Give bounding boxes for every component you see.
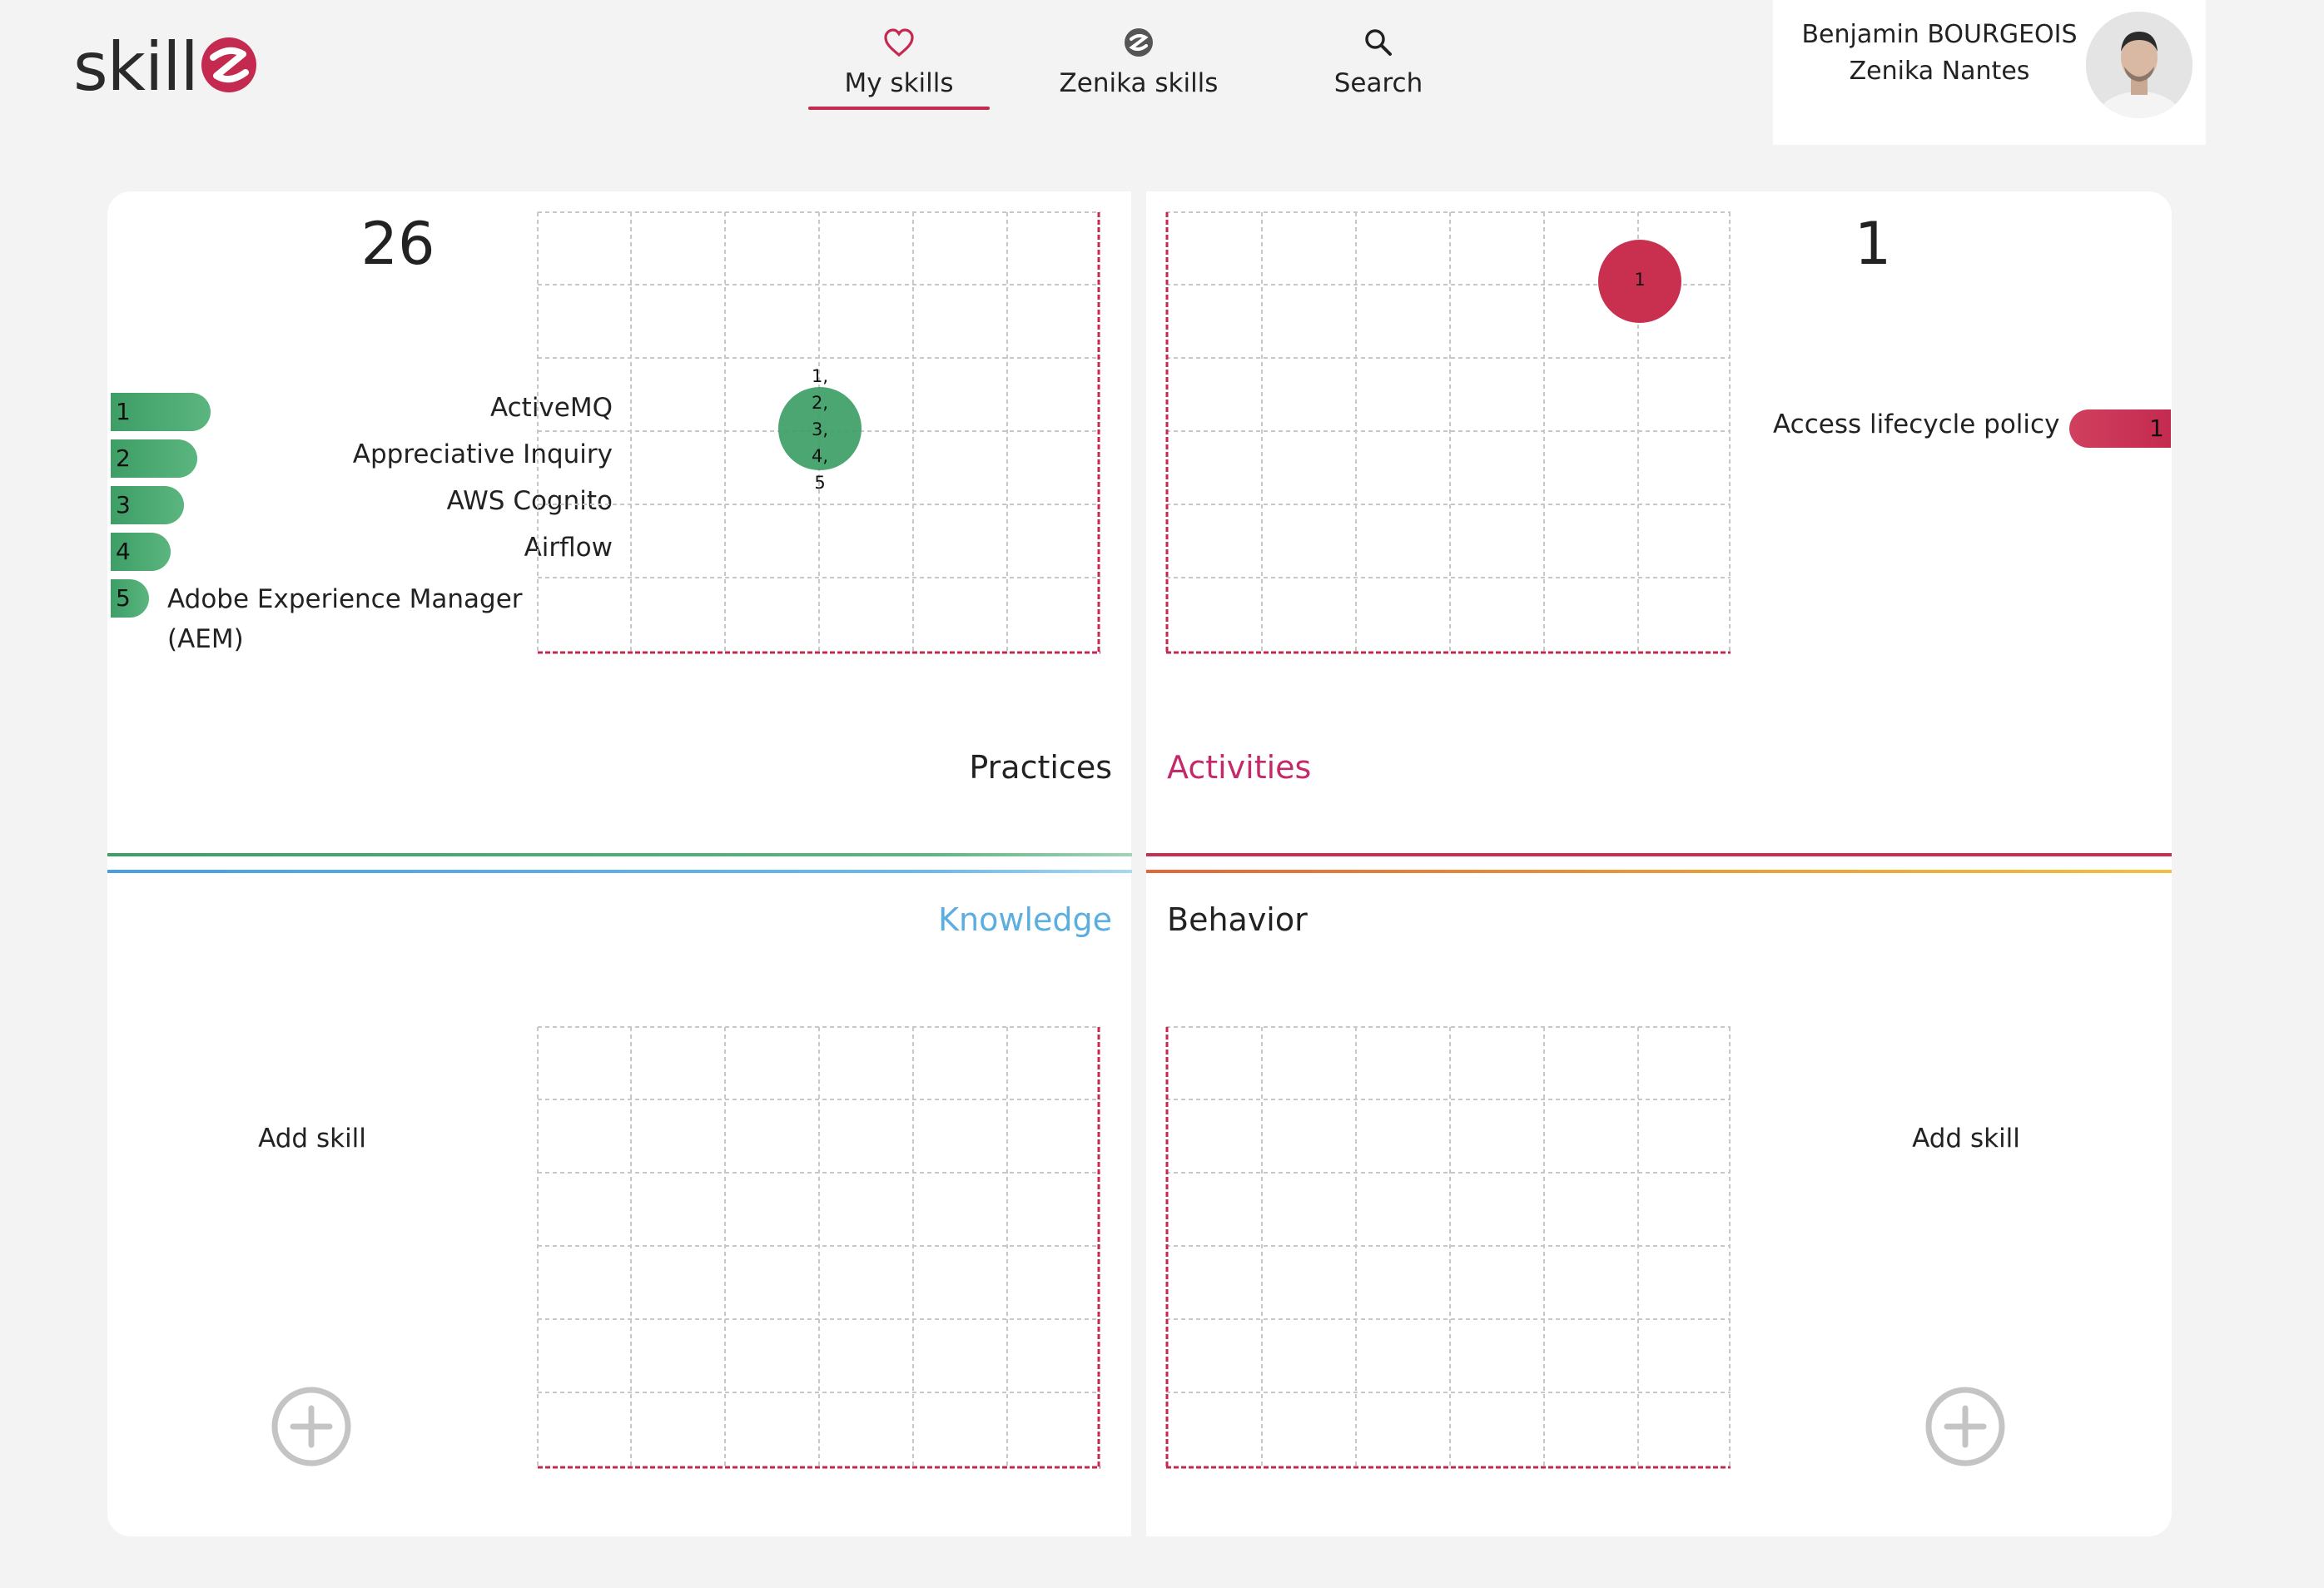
practices-count: 26 — [360, 210, 435, 278]
behavior-grid — [1165, 1026, 1731, 1469]
knowledge-separator — [107, 870, 1132, 873]
skill-label: Access lifecycle policy — [1773, 409, 2060, 439]
skill-row[interactable]: 5 Adobe Experience Manager (AEM) — [111, 579, 527, 662]
skill-row[interactable]: 1 ActiveMQ — [111, 393, 613, 431]
avatar[interactable] — [2086, 12, 2192, 118]
bubble-label: 1 — [1634, 270, 1646, 290]
knowledge-title: Knowledge — [938, 901, 1112, 938]
nav-label: Zenika skills — [1059, 68, 1219, 98]
activities-title: Activities — [1167, 749, 1312, 786]
practices-separator — [107, 853, 1132, 856]
skill-row[interactable]: 2 Appreciative Inquiry — [111, 439, 613, 478]
activities-separator — [1146, 853, 2172, 856]
knowledge-add-skill-button[interactable] — [271, 1387, 351, 1466]
knowledge-add-skill-label: Add skill — [258, 1124, 366, 1154]
behavior-title: Behavior — [1167, 901, 1308, 938]
skill-label: AWS Cognito — [446, 486, 613, 516]
skill-number: 1 — [116, 398, 131, 425]
activities-count: 1 — [1854, 210, 1892, 278]
nav-my-skills[interactable]: My skills — [808, 17, 990, 110]
skill-label: Airflow — [524, 533, 613, 563]
skill-row[interactable]: Access lifecycle policy 1 — [1765, 409, 2171, 448]
skill-number: 1 — [2149, 414, 2164, 442]
bubble-label: 3, — [811, 419, 829, 439]
nav-zenika-skills[interactable]: Zenika skills — [1047, 17, 1230, 108]
behavior-add-skill-button[interactable] — [1925, 1387, 2005, 1466]
activities-skill-bubble[interactable] — [1598, 240, 1681, 323]
practices-skill-bubble[interactable] — [778, 387, 862, 470]
skill-level-bar — [111, 393, 211, 431]
skill-label: Appreciative Inquiry — [352, 439, 613, 469]
skill-label: ActiveMQ — [489, 393, 613, 423]
bubble-label: 1, — [811, 366, 829, 386]
plus-circle-icon — [1925, 1387, 2005, 1466]
skill-level-bar — [111, 486, 184, 524]
logo-text: skill — [73, 27, 199, 106]
skill-level-bar — [111, 579, 149, 618]
practices-title: Practices — [969, 749, 1112, 786]
skill-row[interactable]: 3 AWS Cognito — [111, 486, 613, 524]
behavior-add-skill-label: Add skill — [1912, 1124, 2020, 1154]
nav-label: Search — [1333, 68, 1423, 98]
practices-bubble-labels: 1, 2, 3, 4, 5 — [795, 363, 845, 496]
skill-level-bar — [111, 439, 197, 478]
center-divider — [1131, 191, 1146, 1536]
skill-number: 4 — [116, 538, 131, 565]
nav-label: My skills — [844, 68, 954, 98]
heart-icon — [883, 23, 915, 62]
app-logo[interactable]: skill — [73, 25, 258, 108]
user-profile[interactable]: Benjamin BOURGEOIS Zenika Nantes — [1773, 0, 2206, 145]
search-icon — [1363, 23, 1394, 62]
skill-number: 3 — [116, 491, 131, 519]
bubble-label: 2, — [811, 393, 829, 413]
practices-grid — [537, 211, 1101, 654]
bubble-label: 5 — [814, 473, 826, 493]
nav-search[interactable]: Search — [1287, 17, 1470, 108]
skill-level-bar — [2069, 409, 2171, 448]
logo-z-icon — [200, 36, 258, 97]
knowledge-grid — [537, 1026, 1101, 1469]
profile-company: Zenika Nantes — [1849, 57, 2030, 86]
skill-number: 5 — [116, 584, 131, 612]
skill-label: Adobe Experience Manager (AEM) — [167, 584, 523, 654]
skill-number: 2 — [116, 444, 131, 472]
bubble-label: 4, — [811, 446, 829, 466]
behavior-separator — [1146, 870, 2172, 873]
zenika-logo-icon — [1123, 23, 1155, 62]
activities-grid — [1165, 211, 1731, 654]
profile-name: Benjamin BOURGEOIS — [1801, 20, 2078, 49]
plus-circle-icon — [271, 1387, 351, 1466]
skill-row[interactable]: 4 Airflow — [111, 533, 613, 571]
skill-level-bar — [111, 533, 171, 571]
